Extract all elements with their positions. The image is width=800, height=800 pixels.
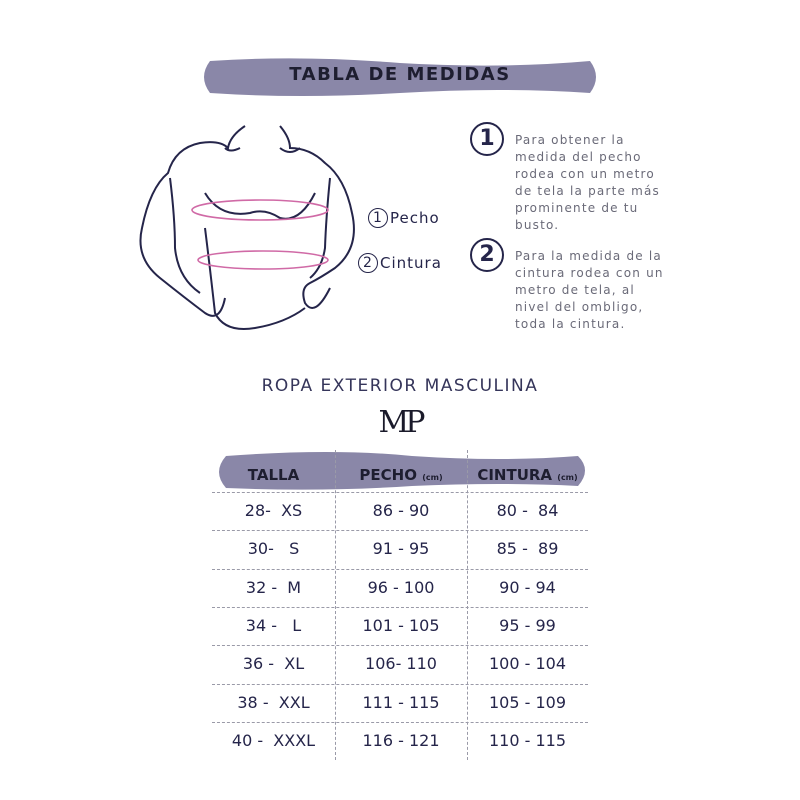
cell-cintura: 90 - 94: [499, 577, 556, 597]
instruction-1: Para obtener la medida del pecho rodea c…: [515, 133, 661, 232]
row-divider: [212, 568, 588, 570]
row-divider: [212, 530, 588, 532]
cell-pecho: 91 - 95: [372, 539, 430, 559]
brand-logo: MP: [378, 405, 426, 440]
cell-cintura: 105 - 109: [488, 692, 567, 712]
header-pecho: PECHO (cm): [359, 466, 443, 484]
column-divider: [467, 450, 468, 760]
header-cintura: CINTURA (cm): [477, 466, 578, 484]
row-divider: [212, 721, 588, 723]
row-divider: [212, 492, 588, 493]
step-2-icon: 2: [470, 238, 504, 272]
cell-talla: 38 - XXL: [237, 692, 310, 712]
cell-pecho: 106- 110: [365, 654, 437, 674]
cell-talla: 28- XS: [244, 501, 303, 520]
cell-pecho: 86 - 90: [372, 501, 430, 520]
instruction-2: Para la medida de la cintura rodea con u…: [515, 249, 664, 331]
row-divider: [212, 606, 588, 608]
waist-measure-line: [197, 250, 329, 270]
cell-pecho: 111 - 115: [362, 692, 440, 712]
row-divider: [212, 683, 588, 685]
table-row: 40 - XXXL 116 - 121 110 - 115: [212, 722, 588, 760]
title-band: [204, 58, 596, 96]
step-1-icon: 1: [470, 122, 504, 156]
cell-talla: 30- S: [247, 539, 300, 559]
number-2-icon: 2: [358, 253, 378, 273]
label-cintura: Cintura: [380, 254, 442, 272]
number-1-icon: 1: [368, 208, 388, 228]
cell-cintura: 95 - 99: [499, 615, 556, 635]
torso-illustration: [139, 125, 355, 330]
chest-measure-line: [191, 199, 329, 221]
header-talla: TALLA: [247, 466, 300, 484]
page-title: TABLA DE MEDIDAS: [289, 64, 511, 85]
table-row: 36 - XL 106- 110 100 - 104: [212, 645, 588, 683]
column-divider: [335, 450, 336, 760]
cell-cintura: 110 - 115: [488, 730, 567, 750]
figure-label-cintura: 2 Cintura: [358, 253, 442, 273]
cell-cintura: 85 - 89: [496, 539, 559, 559]
cell-talla: 36 - XL: [242, 654, 305, 674]
cell-pecho: 101 - 105: [362, 615, 440, 635]
cell-talla: 34 - L: [245, 615, 302, 635]
section-title: ROPA EXTERIOR MASCULINA: [261, 376, 539, 396]
label-pecho: Pecho: [390, 209, 440, 227]
table-row: 28- XS 86 - 90 80 - 84: [212, 492, 588, 530]
cell-talla: 40 - XXXL: [231, 730, 316, 750]
cell-pecho: 116 - 121: [362, 730, 440, 750]
cell-pecho: 96 - 100: [367, 577, 435, 597]
table-row: 38 - XXL 111 - 115 105 - 109: [212, 684, 588, 722]
table-row: 30- S 91 - 95 85 - 89: [212, 530, 588, 568]
table-row: 34 - L 101 - 105 95 - 99: [212, 607, 588, 645]
table-row: 32 - M 96 - 100 90 - 94: [212, 569, 588, 607]
row-divider: [212, 645, 588, 647]
cell-talla: 32 - M: [245, 577, 302, 597]
cell-cintura: 100 - 104: [488, 654, 567, 674]
cell-cintura: 80 - 84: [496, 501, 559, 520]
header-band: [219, 452, 585, 490]
figure-label-pecho: 1 Pecho: [368, 208, 440, 228]
